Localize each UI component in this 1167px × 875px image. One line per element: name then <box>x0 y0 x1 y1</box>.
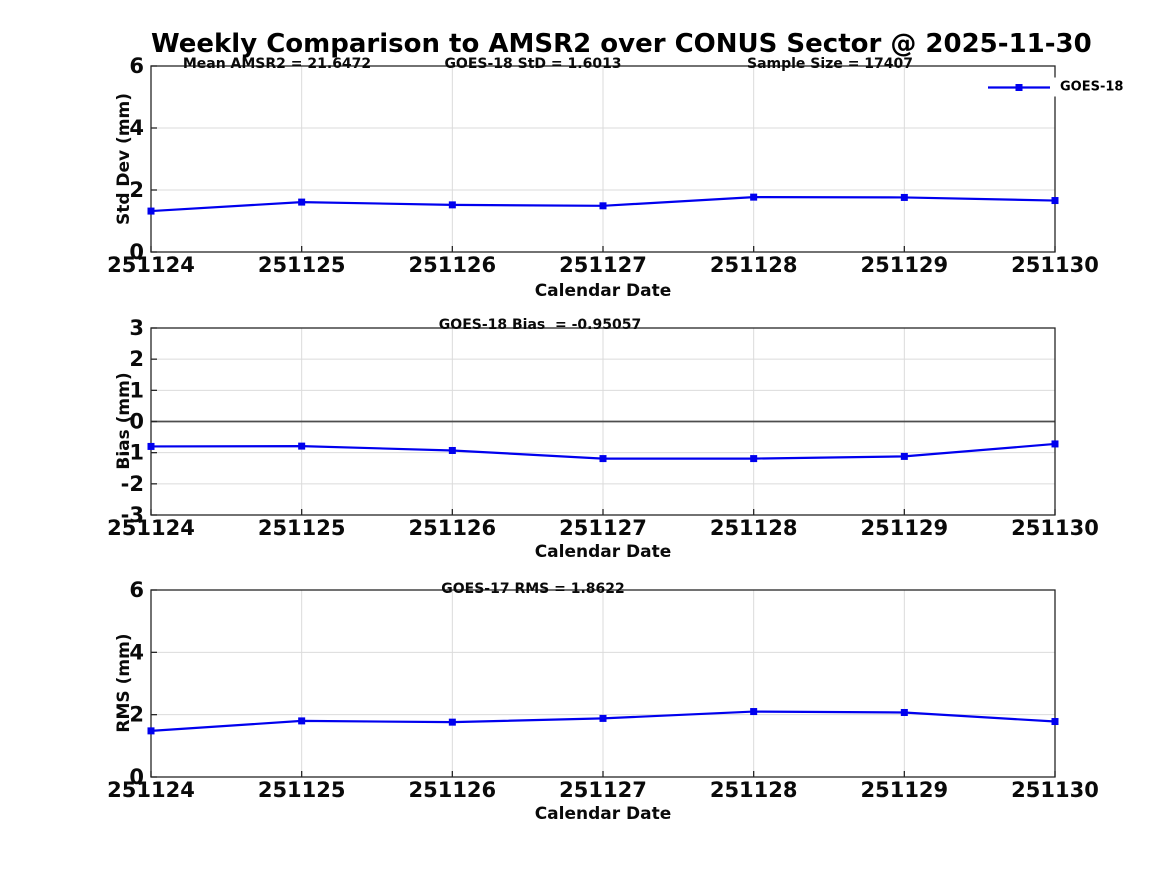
y-tick-label: 4 <box>129 116 144 140</box>
y-tick-label: 0 <box>129 240 144 264</box>
data-point-marker <box>750 708 758 716</box>
x-tick-label: 251127 <box>559 253 647 277</box>
legend-line-sample <box>988 83 1050 91</box>
x-tick-label: 251124 <box>107 516 195 540</box>
y-tick-label: 0 <box>129 410 144 434</box>
x-tick-label: 251125 <box>258 778 346 802</box>
x-tick-label: 251124 <box>107 253 195 277</box>
y-tick-label: 6 <box>129 54 144 78</box>
y-tick-label: -1 <box>121 441 144 465</box>
data-point-marker <box>1051 718 1059 726</box>
x-tick-label: 251129 <box>860 516 948 540</box>
data-point-marker <box>900 708 908 716</box>
annotation-mean-amsr2: Mean AMSR2 = 21.6472 <box>182 56 372 72</box>
y-tick-label: 3 <box>129 316 144 340</box>
y-tick-label: -3 <box>121 503 144 527</box>
x-axis-label-top: Calendar Date <box>534 281 672 301</box>
annotation-goes18-bias: GOES-18 Bias = -0.95057 <box>438 317 642 333</box>
data-point-marker <box>599 455 607 463</box>
x-tick-label: 251130 <box>1011 253 1099 277</box>
data-point-marker <box>298 198 306 206</box>
x-axis-label-middle: Calendar Date <box>534 542 672 562</box>
legend-label: GOES-18 <box>1060 79 1124 95</box>
data-point-marker <box>448 446 456 454</box>
x-tick-label: 251125 <box>258 516 346 540</box>
legend-marker-icon <box>1015 83 1023 91</box>
data-point-marker <box>1051 440 1059 448</box>
x-tick-label: 251126 <box>408 778 496 802</box>
x-tick-label: 251125 <box>258 253 346 277</box>
x-tick-label: 251127 <box>559 516 647 540</box>
data-point-marker <box>147 207 155 215</box>
data-point-marker <box>599 714 607 722</box>
x-tick-label: 251130 <box>1011 516 1099 540</box>
x-tick-label: 251126 <box>408 516 496 540</box>
x-tick-label: 251128 <box>710 253 798 277</box>
x-axis-label-bottom: Calendar Date <box>534 804 672 824</box>
y-tick-label: 0 <box>129 765 144 789</box>
data-point-marker <box>900 193 908 201</box>
data-point-marker <box>147 727 155 735</box>
x-tick-label: 251127 <box>559 778 647 802</box>
annotation-goes18-std: GOES-18 StD = 1.6013 <box>444 56 622 72</box>
y-tick-label: 2 <box>129 703 144 727</box>
x-tick-label: 251129 <box>860 253 948 277</box>
y-tick-label: 2 <box>129 347 144 371</box>
data-point-marker <box>599 202 607 210</box>
data-point-marker <box>448 718 456 726</box>
x-tick-label: 251124 <box>107 778 195 802</box>
y-axis-label-stddev: Std Dev (mm) <box>114 92 134 226</box>
y-axis-label-bias: Bias (mm) <box>114 372 134 470</box>
data-point-marker <box>750 193 758 201</box>
y-axis-label-rms: RMS (mm) <box>114 633 134 733</box>
y-tick-label: 1 <box>129 378 144 402</box>
data-point-marker <box>298 442 306 450</box>
y-tick-label: 6 <box>129 578 144 602</box>
x-tick-label: 251126 <box>408 253 496 277</box>
y-tick-label: -2 <box>121 472 144 496</box>
data-point-marker <box>147 442 155 450</box>
x-tick-label: 251129 <box>860 778 948 802</box>
x-tick-label: 251128 <box>710 516 798 540</box>
y-tick-label: 2 <box>129 178 144 202</box>
annotation-goes17-rms: GOES-17 RMS = 1.8622 <box>441 581 625 597</box>
data-point-marker <box>750 455 758 463</box>
data-point-marker <box>298 717 306 725</box>
x-tick-label: 251130 <box>1011 778 1099 802</box>
x-tick-label: 251128 <box>710 778 798 802</box>
data-point-marker <box>1051 197 1059 205</box>
annotation-sample-size: Sample Size = 17407 <box>746 56 914 72</box>
legend: GOES-18 <box>983 77 1127 97</box>
data-point-marker <box>900 452 908 460</box>
chart-title: Weekly Comparison to AMSR2 over CONUS Se… <box>151 29 1092 59</box>
data-point-marker <box>448 201 456 209</box>
y-tick-label: 4 <box>129 640 144 664</box>
